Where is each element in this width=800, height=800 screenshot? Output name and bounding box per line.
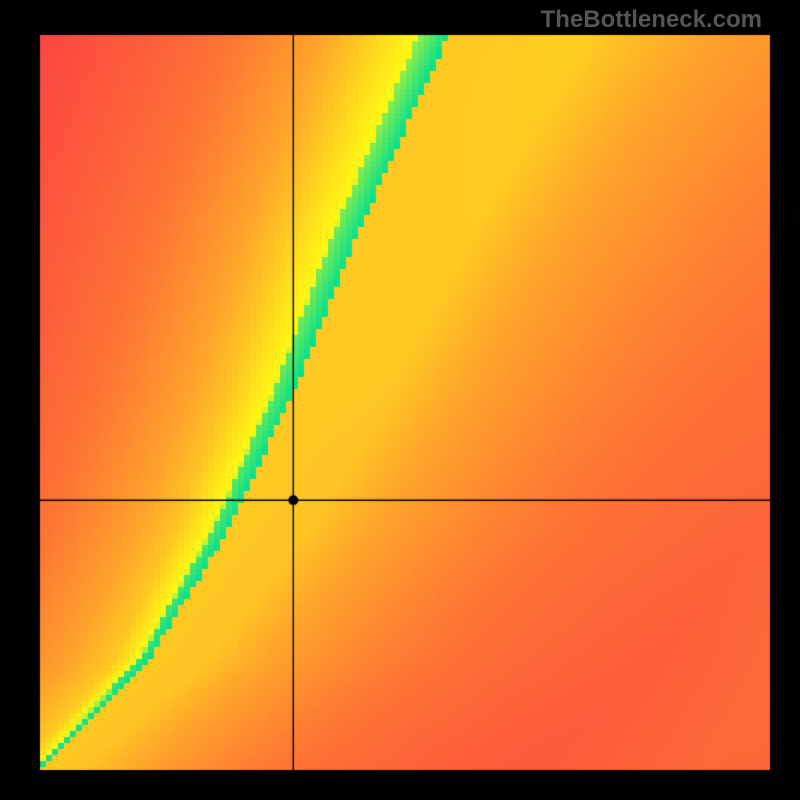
bottleneck-heatmap xyxy=(0,0,800,800)
watermark-text: TheBottleneck.com xyxy=(541,6,762,34)
chart-container: TheBottleneck.com xyxy=(0,0,800,800)
